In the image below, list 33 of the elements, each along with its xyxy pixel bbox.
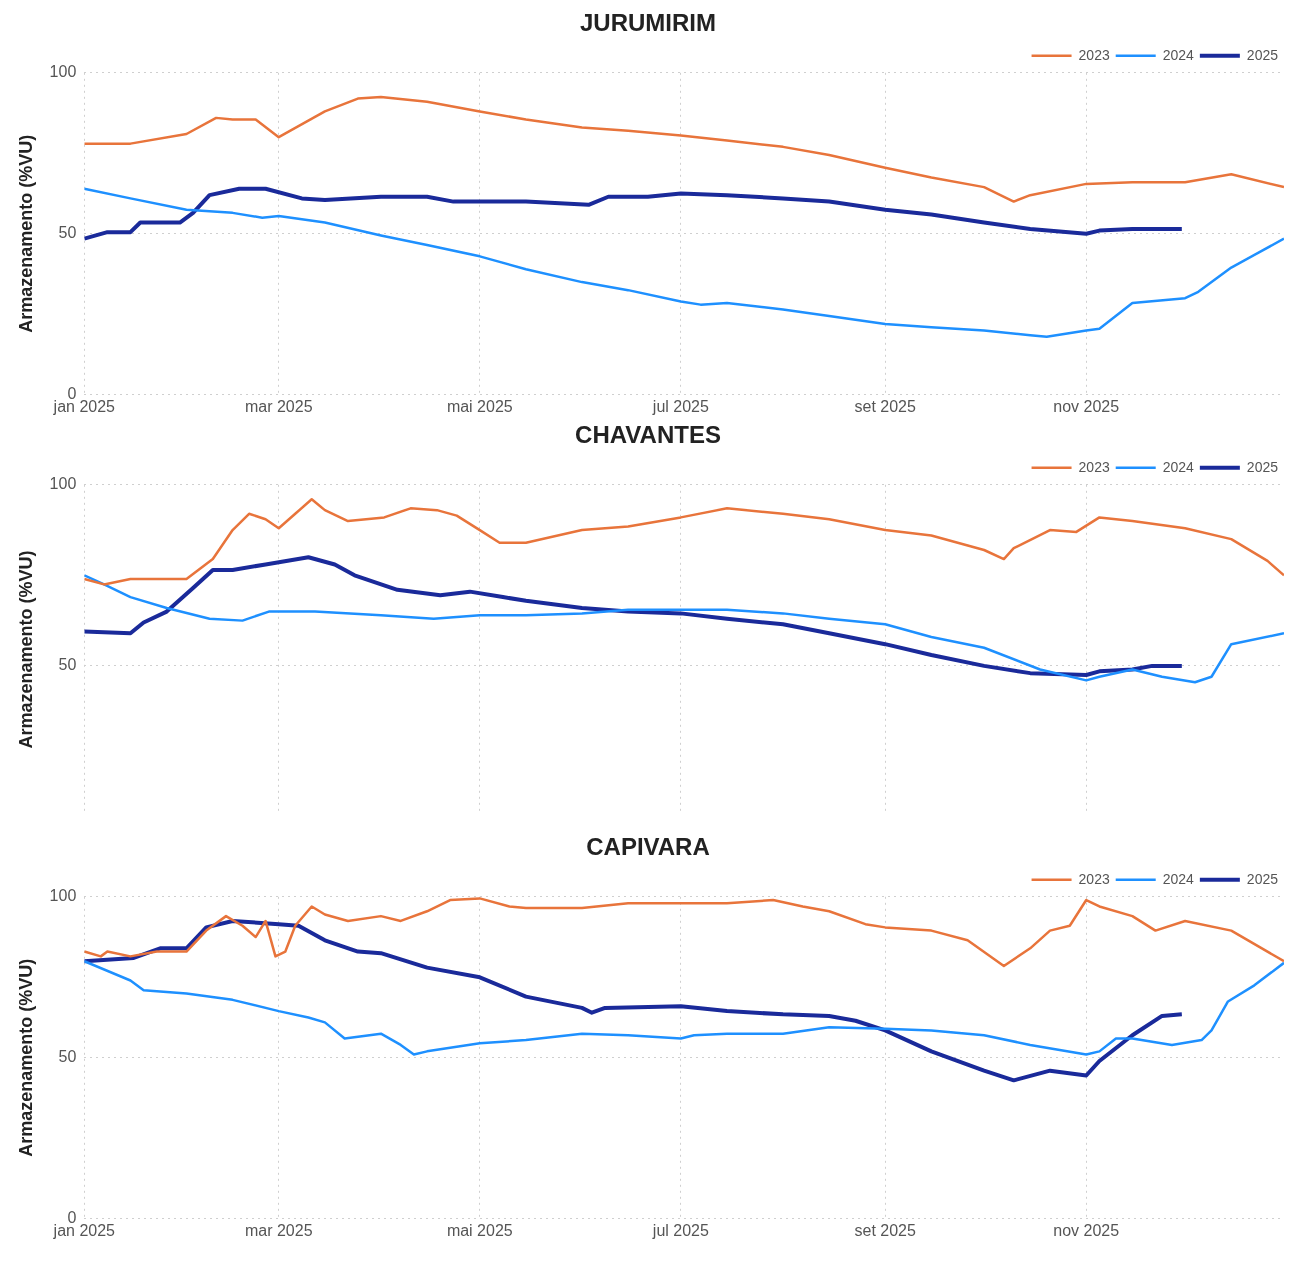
legend-label: 2023 bbox=[1078, 46, 1110, 63]
legend-label: 2025 bbox=[1246, 870, 1279, 887]
x-tick-label: set 2025 bbox=[854, 1221, 916, 1239]
chart-title: CAPIVARA bbox=[586, 833, 710, 861]
x-tick-label: mar 2025 bbox=[244, 397, 313, 415]
legend-label: 2024 bbox=[1162, 46, 1195, 63]
y-tick-label: 0 bbox=[67, 385, 77, 403]
y-axis-title: Armazenamento (%VU) bbox=[15, 958, 36, 1157]
x-tick-label: mai 2025 bbox=[446, 397, 513, 415]
x-tick-label: set 2025 bbox=[854, 397, 916, 415]
legend-label: 2025 bbox=[1246, 458, 1279, 475]
y-tick-label: 50 bbox=[58, 224, 77, 242]
y-tick-label: 100 bbox=[49, 63, 77, 81]
y-tick-label: 100 bbox=[49, 887, 77, 905]
x-tick-label: jul 2025 bbox=[651, 397, 709, 415]
x-tick-label: nov 2025 bbox=[1053, 397, 1120, 415]
y-axis-title: Armazenamento (%VU) bbox=[15, 550, 36, 749]
legend-label: 2025 bbox=[1246, 46, 1279, 63]
y-tick-label: 0 bbox=[67, 1209, 77, 1227]
chart-title: JURUMIRIM bbox=[580, 9, 716, 37]
y-tick-label: 50 bbox=[58, 656, 77, 674]
legend-label: 2023 bbox=[1078, 458, 1110, 475]
y-tick-label: 50 bbox=[58, 1048, 77, 1066]
legend-label: 2023 bbox=[1078, 870, 1110, 887]
y-axis-title: Armazenamento (%VU) bbox=[15, 134, 36, 333]
y-tick-label: 100 bbox=[49, 475, 77, 493]
x-tick-label: nov 2025 bbox=[1053, 1221, 1120, 1239]
legend-label: 2024 bbox=[1162, 458, 1195, 475]
x-tick-label: mar 2025 bbox=[244, 1221, 313, 1239]
chart-title: CHAVANTES bbox=[575, 421, 721, 449]
x-tick-label: mai 2025 bbox=[446, 1221, 513, 1239]
x-tick-label: jul 2025 bbox=[651, 1221, 709, 1239]
legend-label: 2024 bbox=[1162, 870, 1195, 887]
